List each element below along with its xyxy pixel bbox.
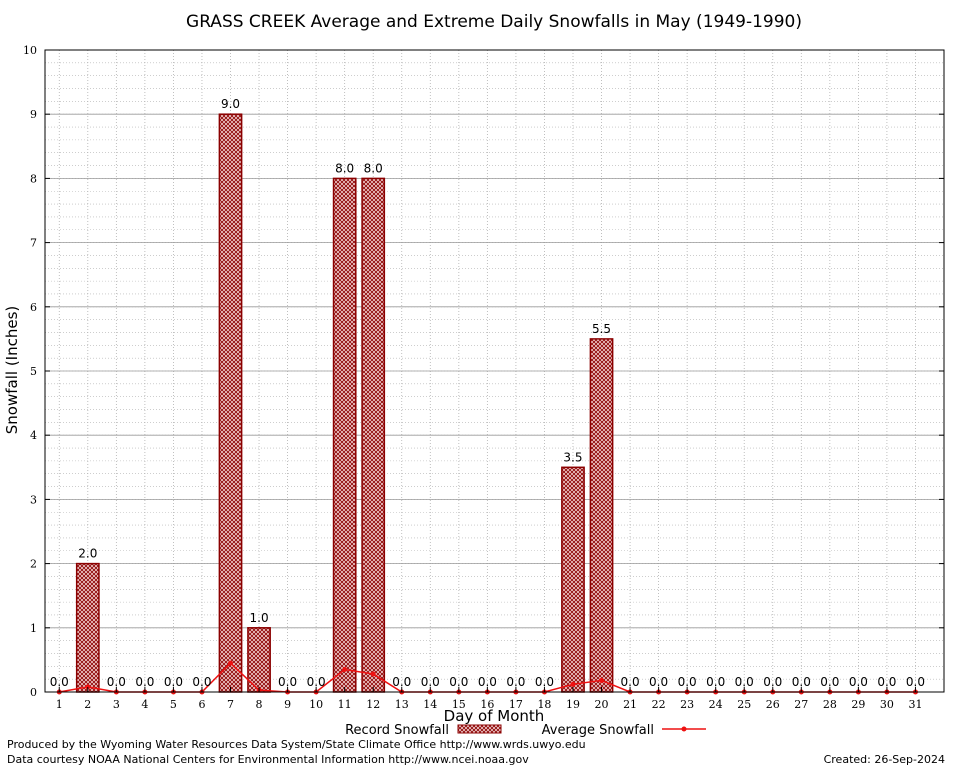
x-tick-label: 28 [823, 698, 837, 711]
legend-swatch-record [457, 724, 502, 734]
bar-record-day-2 [75, 562, 100, 693]
x-tick-label: 30 [880, 698, 894, 711]
data-label-day-31: 0.0 [906, 675, 925, 689]
data-label-day-8: 1.0 [250, 611, 269, 625]
x-tick-label: 10 [309, 698, 323, 711]
x-tick-label: 16 [480, 698, 494, 711]
data-label-day-16: 0.0 [478, 675, 497, 689]
x-tick-label: 13 [395, 698, 409, 711]
created-date: Created: 26-Sep-2024 [823, 753, 945, 766]
point-average-day-19 [570, 681, 576, 687]
legend-marker-average [681, 726, 687, 732]
y-axis-label: Snowfall (Inches) [3, 306, 21, 434]
x-tick-label: 3 [113, 698, 120, 711]
legend-label-average: Average Snowfall [542, 723, 654, 738]
data-label-day-9: 0.0 [278, 675, 297, 689]
data-label-day-2: 2.0 [78, 547, 97, 561]
data-label-day-7: 9.0 [221, 97, 240, 111]
data-label-day-29: 0.0 [849, 675, 868, 689]
x-tick-label: 21 [623, 698, 637, 711]
x-tick-label: 29 [851, 698, 865, 711]
bar-record-day-7 [218, 113, 243, 693]
point-average-day-20 [599, 677, 605, 683]
x-tick-label: 9 [284, 698, 291, 711]
x-tick-label: 15 [452, 698, 466, 711]
bar-record-day-12 [361, 177, 386, 693]
x-tick-label: 25 [737, 698, 751, 711]
x-tick-label: 6 [198, 698, 205, 711]
x-tick-label: 8 [256, 698, 263, 711]
point-average-day-7 [228, 660, 234, 666]
data-label-day-30: 0.0 [877, 675, 896, 689]
data-label-day-14: 0.0 [421, 675, 440, 689]
data-label-day-10: 0.0 [307, 675, 326, 689]
legend-label-record: Record Snowfall [345, 723, 449, 738]
bar-record-day-20 [589, 338, 614, 693]
credit-line-producer: Produced by the Wyoming Water Resources … [7, 738, 586, 751]
bar-record-day-19 [561, 466, 585, 693]
x-tick-label: 14 [423, 698, 437, 711]
x-tick-label: 31 [908, 698, 922, 711]
data-label-day-23: 0.0 [678, 675, 697, 689]
x-tick-label: 23 [680, 698, 694, 711]
data-label-day-21: 0.0 [621, 675, 640, 689]
data-label-day-3: 0.0 [107, 675, 126, 689]
y-tick-label: 3 [30, 493, 37, 506]
y-tick-label: 7 [30, 237, 37, 250]
chart-title: GRASS CREEK Average and Extreme Daily Sn… [186, 12, 802, 32]
x-tick-label: 17 [509, 698, 523, 711]
bar-record-day-11 [332, 177, 357, 693]
x-tick-label: 19 [566, 698, 580, 711]
data-label-day-4: 0.0 [135, 675, 154, 689]
point-average-day-2 [85, 684, 91, 690]
x-tick-label: 12 [366, 698, 380, 711]
point-average-day-11 [342, 667, 348, 673]
x-tick-label: 2 [84, 698, 91, 711]
y-tick-label: 9 [30, 108, 37, 121]
data-label-day-15: 0.0 [449, 675, 468, 689]
data-label-day-6: 0.0 [192, 675, 211, 689]
data-label-day-18: 0.0 [535, 675, 554, 689]
x-axis-label: Day of Month [444, 707, 545, 725]
data-label-day-20: 5.5 [592, 322, 611, 336]
data-label-day-22: 0.0 [649, 675, 668, 689]
data-label-day-5: 0.0 [164, 675, 183, 689]
data-label-day-28: 0.0 [820, 675, 839, 689]
y-tick-label: 5 [30, 365, 37, 378]
data-label-day-26: 0.0 [763, 675, 782, 689]
data-label-day-17: 0.0 [506, 675, 525, 689]
x-tick-label: 18 [537, 698, 551, 711]
y-tick-label: 0 [30, 686, 37, 699]
x-tick-label: 27 [794, 698, 808, 711]
data-label-day-1: 0.0 [50, 675, 69, 689]
y-tick-label: 6 [30, 301, 37, 314]
data-label-day-12: 8.0 [364, 161, 383, 175]
y-tick-label: 10 [23, 44, 37, 57]
x-tick-label: 1 [56, 698, 63, 711]
data-label-day-13: 0.0 [392, 675, 411, 689]
x-tick-label: 26 [766, 698, 780, 711]
x-tick-label: 7 [227, 698, 234, 711]
y-tick-label: 8 [30, 172, 37, 185]
y-tick-label: 2 [30, 558, 37, 571]
data-label-day-11: 8.0 [335, 161, 354, 175]
y-tick-label: 4 [30, 429, 37, 442]
legend: Record Snowfall Average Snowfall [345, 723, 706, 738]
data-label-day-25: 0.0 [735, 675, 754, 689]
credit-line-data-source: Data courtesy NOAA National Centers for … [7, 753, 529, 766]
x-tick-label: 11 [338, 698, 352, 711]
data-label-day-19: 3.5 [563, 450, 582, 464]
x-tick-label: 20 [595, 698, 609, 711]
data-label-day-27: 0.0 [792, 675, 811, 689]
point-average-day-12 [370, 671, 376, 677]
y-tick-label: 1 [30, 622, 37, 635]
x-tick-label: 22 [652, 698, 666, 711]
x-tick-label: 4 [141, 698, 148, 711]
x-tick-label: 24 [709, 698, 723, 711]
data-label-day-24: 0.0 [706, 675, 725, 689]
x-tick-label: 5 [170, 698, 177, 711]
